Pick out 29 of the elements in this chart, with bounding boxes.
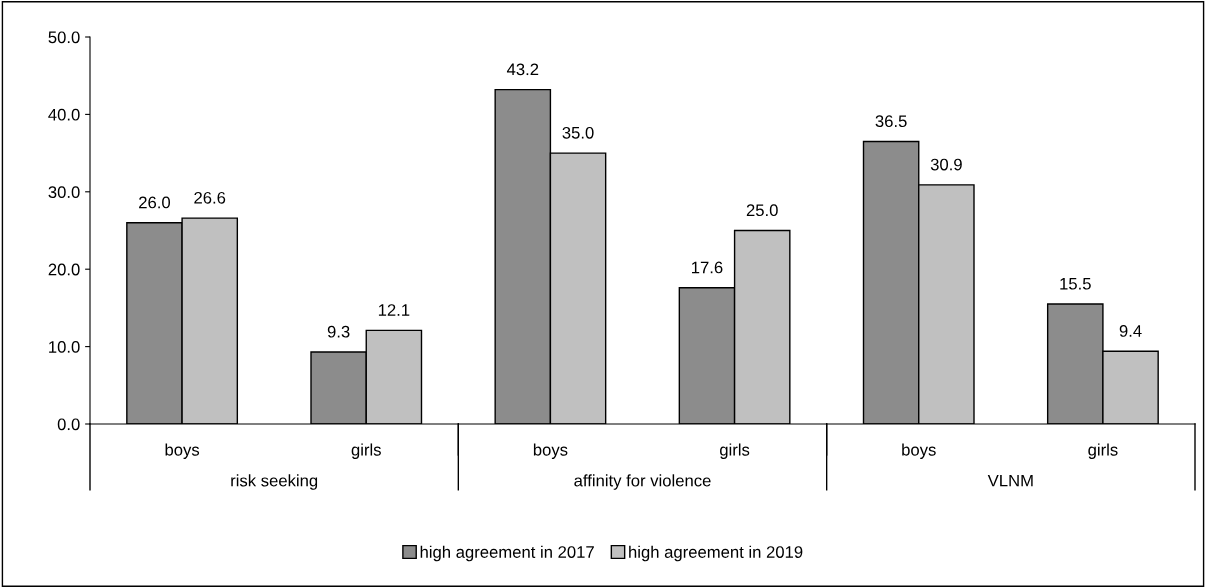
x-tick-label: girls [720, 443, 750, 459]
y-tick-label: 0.0 [57, 418, 80, 431]
y-tick-label: 50.0 [48, 31, 80, 44]
x-tick-label: boys [533, 443, 568, 459]
y-tick-label: 20.0 [48, 263, 80, 276]
legend-label: high agreement in 2019 [629, 545, 803, 562]
x-tick-label: girls [1088, 443, 1118, 459]
text: VLNM [987, 474, 1033, 487]
text: risk seeking [231, 474, 318, 490]
data-label: 25.0 [746, 204, 778, 217]
text: affinity for violence [574, 474, 711, 490]
data-label: 35.0 [562, 126, 594, 139]
legend-label: high agreement in 2017 [420, 545, 594, 562]
data-label: 9.4 [1119, 325, 1142, 337]
x-tick-label: boys [902, 443, 936, 459]
data-label: 36.5 [875, 115, 907, 128]
y-tick-label: 30.0 [48, 186, 80, 198]
data-label: 12.1 [378, 304, 410, 316]
data-label: 30.9 [930, 158, 962, 171]
x-tick-label: girls [351, 443, 381, 459]
data-label: 26.6 [194, 191, 226, 204]
x-tick-label: boys [165, 443, 200, 459]
y-tick-label: 40.0 [48, 108, 80, 121]
data-label: 9.3 [327, 325, 350, 338]
y-tick-label: 10.0 [49, 341, 80, 353]
data-label: 43.2 [506, 63, 539, 76]
data-label: 26.0 [139, 196, 171, 209]
data-label: 17.6 [692, 261, 723, 274]
data-label: 15.5 [1060, 277, 1091, 290]
